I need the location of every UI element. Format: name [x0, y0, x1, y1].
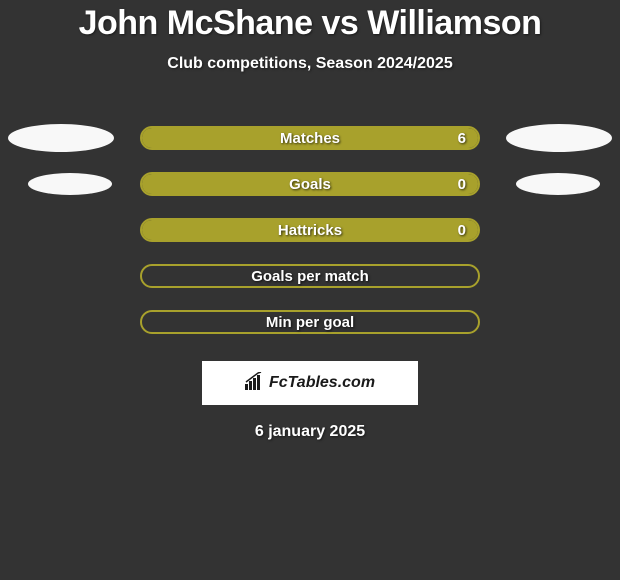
avatar-ellipse-right	[516, 173, 600, 195]
logo-text: FcTables.com	[269, 374, 375, 392]
logo-box: FcTables.com	[202, 361, 418, 405]
stat-bar: Min per goal	[140, 310, 480, 334]
date-label: 6 january 2025	[0, 423, 620, 441]
bar-value: 0	[458, 176, 466, 193]
stat-bar: Hattricks 0	[140, 218, 480, 242]
avatar-ellipse-left	[28, 173, 112, 195]
bar-row: Goals per match	[0, 253, 620, 299]
bar-row: Hattricks 0	[0, 207, 620, 253]
bar-label: Goals per match	[251, 268, 369, 285]
bar-label: Matches	[280, 130, 340, 147]
bar-value: 0	[458, 222, 466, 239]
bar-row: Goals 0	[0, 161, 620, 207]
bar-label: Min per goal	[266, 314, 354, 331]
logo: FcTables.com	[245, 372, 375, 395]
page-subtitle: Club competitions, Season 2024/2025	[0, 55, 620, 73]
avatar-ellipse-right	[506, 124, 612, 152]
chart-icon	[245, 372, 265, 395]
avatar-ellipse-left	[8, 124, 114, 152]
page-title: John McShane vs Williamson	[0, 4, 620, 43]
bar-value: 6	[458, 130, 466, 147]
bar-label: Hattricks	[278, 222, 342, 239]
bar-row: Matches 6	[0, 115, 620, 161]
stat-bar: Goals per match	[140, 264, 480, 288]
stat-bar: Goals 0	[140, 172, 480, 196]
stat-bar: Matches 6	[140, 126, 480, 150]
bar-label: Goals	[289, 176, 331, 193]
comparison-bars: Matches 6 Goals 0 Hattricks 0 Goals per match M…	[0, 115, 620, 345]
bar-row: Min per goal	[0, 299, 620, 345]
